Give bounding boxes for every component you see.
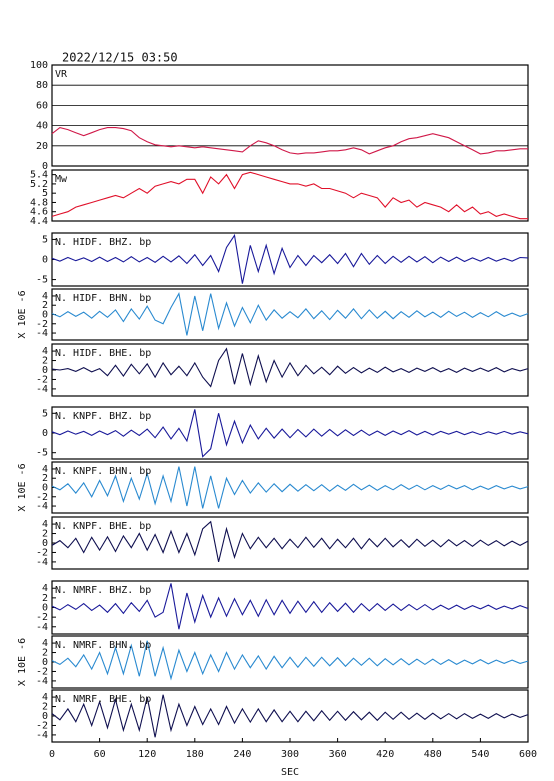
y-tick-label: 2 xyxy=(42,529,48,540)
y-tick-label: 4 xyxy=(42,692,48,703)
waveform-line xyxy=(51,292,529,336)
y-tick-label: -2 xyxy=(36,666,48,677)
waveform-line xyxy=(51,171,528,220)
y-tick-label: 40 xyxy=(36,121,48,132)
x-tick-label: 120 xyxy=(138,749,156,760)
y-tick-label: -4 xyxy=(36,622,48,633)
x-tick-label: 420 xyxy=(376,749,394,760)
x-tick-label: 540 xyxy=(471,749,489,760)
y-tick-label: 0 xyxy=(42,711,48,722)
y-tick-label: 0 xyxy=(42,365,48,376)
y-tick-label: 2 xyxy=(42,648,48,659)
y-tick-label: -5 xyxy=(36,448,48,459)
y-tick-label: -4 xyxy=(36,384,48,395)
waveform-line xyxy=(51,347,529,388)
y-axis-label: X 10E -6 xyxy=(17,638,28,686)
x-tick-label: 60 xyxy=(94,749,106,760)
y-tick-label: -4 xyxy=(36,676,48,687)
panel-label: N. HIDF. BHZ. bp xyxy=(55,237,151,248)
y-axis-label: X 10E -6 xyxy=(17,290,28,338)
waveform-line xyxy=(51,583,529,630)
y-tick-label: 2 xyxy=(42,356,48,367)
x-axis-label: SEC xyxy=(281,767,299,778)
y-tick-label: -5 xyxy=(36,275,48,286)
y-tick-label: 0 xyxy=(42,603,48,614)
y-tick-label: 0 xyxy=(42,161,48,172)
y-tick-label: -2 xyxy=(36,547,48,558)
y-axis-label: X 10E -6 xyxy=(17,463,28,511)
y-tick-label: -2 xyxy=(36,612,48,623)
y-tick-label: 4 xyxy=(42,519,48,530)
waveform-line xyxy=(51,409,529,458)
y-tick-label: -2 xyxy=(36,319,48,330)
panel-frame xyxy=(51,64,529,167)
panel-label: N. HIDF. BHN. bp xyxy=(55,293,151,304)
y-tick-label: 100 xyxy=(30,60,48,71)
y-tick-label: 0 xyxy=(42,657,48,668)
y-tick-label: -2 xyxy=(36,720,48,731)
panel-label: N. NMRF. BHZ. bp xyxy=(55,585,151,596)
y-tick-label: 5.2 xyxy=(30,179,48,190)
y-tick-label: -4 xyxy=(36,730,48,741)
y-tick-label: 0 xyxy=(42,428,48,439)
y-tick-label: 4 xyxy=(42,346,48,357)
y-tick-label: 4.6 xyxy=(30,207,48,218)
y-tick-label: -2 xyxy=(36,492,48,503)
y-tick-label: 4.8 xyxy=(30,197,48,208)
y-tick-label: 4.4 xyxy=(30,216,48,227)
x-tick-label: 300 xyxy=(281,749,299,760)
panel-label: N. NMRF. BHN. bp xyxy=(55,640,151,651)
y-tick-label: 60 xyxy=(36,100,48,111)
y-tick-label: -4 xyxy=(36,328,48,339)
y-tick-label: -2 xyxy=(36,374,48,385)
y-tick-label: 80 xyxy=(36,80,48,91)
x-tick-label: 600 xyxy=(519,749,537,760)
y-tick-label: 2 xyxy=(42,473,48,484)
waveform-line xyxy=(51,127,528,155)
chart-title: 2022/12/15 03:50 xyxy=(62,51,178,65)
y-tick-label: 5 xyxy=(42,234,48,245)
y-tick-label: -4 xyxy=(36,501,48,512)
y-tick-label: -4 xyxy=(36,557,48,568)
x-tick-label: 0 xyxy=(49,749,55,760)
y-tick-label: 5 xyxy=(42,188,48,199)
y-tick-label: 2 xyxy=(42,300,48,311)
y-tick-label: 4 xyxy=(42,583,48,594)
y-tick-label: 0 xyxy=(42,483,48,494)
y-tick-label: 4 xyxy=(42,638,48,649)
y-tick-label: 20 xyxy=(36,141,48,152)
y-tick-label: 4 xyxy=(42,464,48,475)
panel-label: N. KNPF. BHN. bp xyxy=(55,466,151,477)
x-tick-label: 240 xyxy=(233,749,251,760)
y-tick-label: 2 xyxy=(42,593,48,604)
panel-frame xyxy=(51,169,529,222)
waveform-line xyxy=(51,640,529,681)
panel-label: VR xyxy=(55,69,68,80)
waveform-line xyxy=(51,694,529,738)
y-tick-label: 5.4 xyxy=(30,170,48,181)
y-tick-label: 0 xyxy=(42,255,48,266)
y-tick-label: 0 xyxy=(42,310,48,321)
x-tick-label: 360 xyxy=(329,749,347,760)
panel-label: Mw xyxy=(55,174,68,185)
x-tick-label: 480 xyxy=(424,749,442,760)
waveform-line xyxy=(51,233,529,284)
panel-label: N. KNPF. BHE. bp xyxy=(55,521,151,532)
panel-label: N. HIDF. BHE. bp xyxy=(55,348,151,359)
y-tick-label: 4 xyxy=(42,291,48,302)
y-tick-label: 0 xyxy=(42,538,48,549)
waveform-line xyxy=(51,520,529,563)
waveform-line xyxy=(51,466,529,509)
x-tick-label: 180 xyxy=(186,749,204,760)
y-tick-label: 5 xyxy=(42,408,48,419)
panel-label: N. KNPF. BHZ. bp xyxy=(55,411,151,422)
panel-label: N. NMRF. BHE. bp xyxy=(55,694,151,705)
y-tick-label: 2 xyxy=(42,702,48,713)
